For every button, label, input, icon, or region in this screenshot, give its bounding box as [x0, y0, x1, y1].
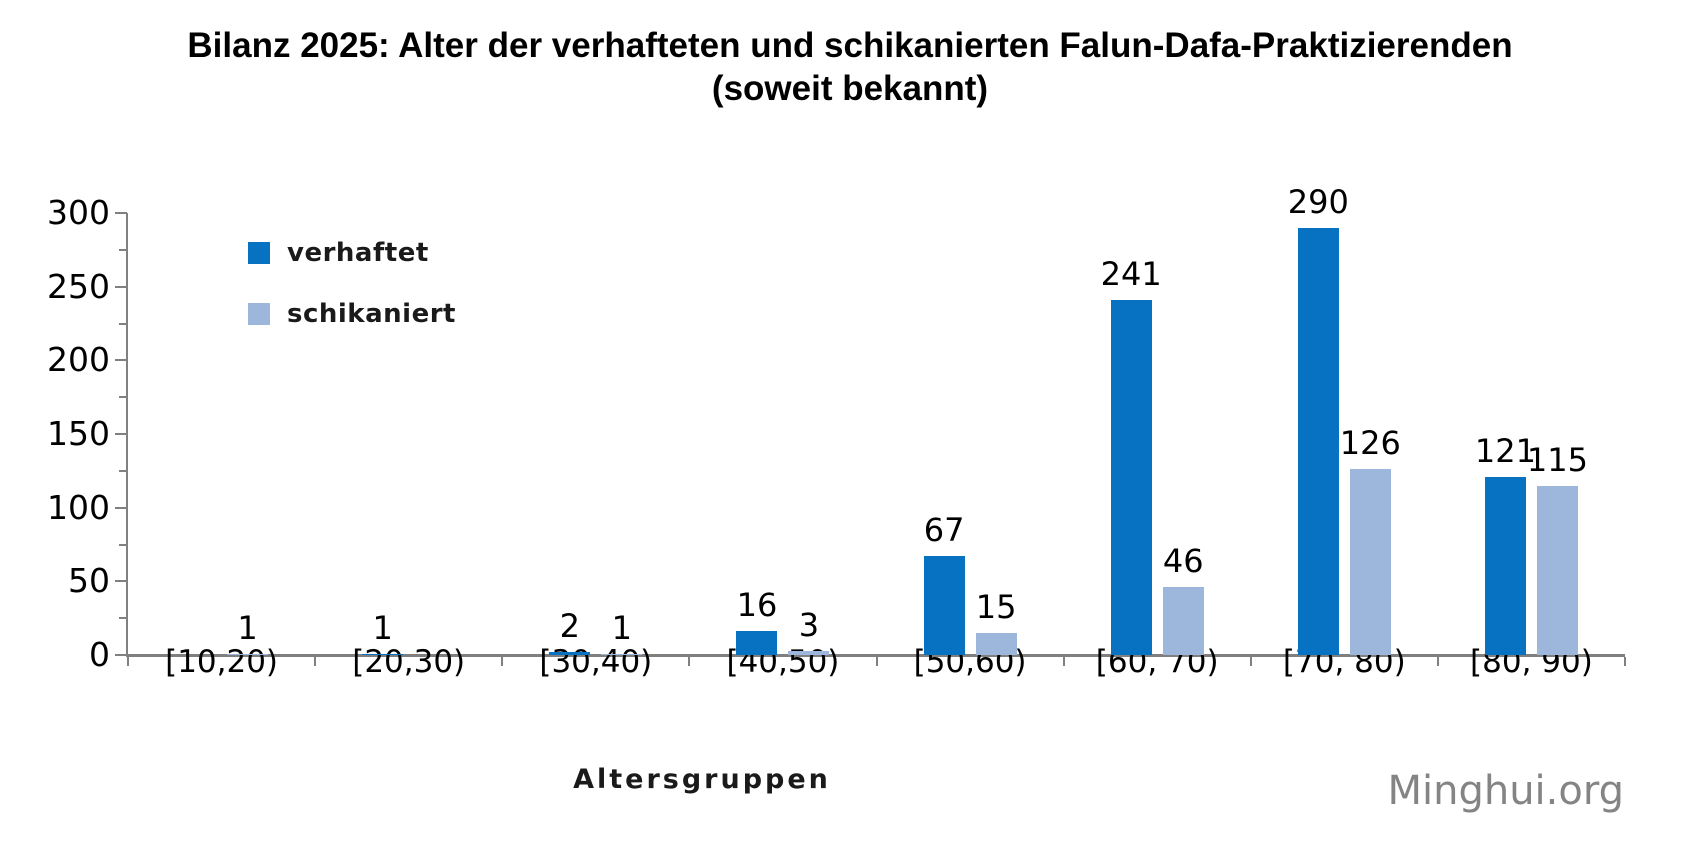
y-axis-tick-label: 100	[47, 487, 110, 527]
x-axis-tick	[875, 657, 878, 666]
x-axis-tick	[127, 657, 129, 666]
bar-value-label: 115	[1526, 440, 1588, 479]
bar-verhaftet	[362, 653, 404, 655]
bar-value-label: 67	[923, 511, 965, 550]
y-axis-tick-label: 0	[89, 635, 110, 674]
category-label: [30,40)	[539, 644, 653, 680]
legend-item-schikaniert: schikaniert	[248, 299, 456, 329]
bar-verhaftet	[736, 631, 778, 655]
y-axis-major-tick	[115, 506, 127, 509]
chart-title-block: Bilanz 2025: Alter der verhafteten und s…	[0, 24, 1700, 110]
bar-value-label: 290	[1287, 182, 1349, 221]
category-label: [20,30)	[352, 644, 466, 680]
bar-value-label: 1	[237, 608, 258, 647]
y-axis-major-tick	[115, 580, 127, 583]
bar-value-label: 121	[1474, 431, 1536, 470]
legend-item-verhaftet: verhaftet	[248, 238, 456, 268]
category-label: [50,60)	[913, 644, 1027, 680]
bar-schikaniert	[1349, 469, 1391, 655]
y-axis-minor-tick	[119, 322, 127, 325]
bar-schikaniert	[975, 632, 1017, 655]
legend: verhaftet schikaniert	[248, 238, 456, 360]
category-label: [80, 90)	[1470, 644, 1593, 680]
bar-value-label: 1	[611, 608, 632, 647]
bar-schikaniert	[788, 650, 830, 655]
x-axis-tick	[314, 657, 317, 666]
x-axis-line	[126, 654, 1625, 657]
category-label: [60, 70)	[1095, 644, 1219, 680]
y-axis-major-tick	[115, 433, 127, 435]
bar-value-label: 2	[559, 607, 580, 646]
category-label: [40,50)	[726, 644, 840, 680]
x-axis-tick	[501, 657, 504, 666]
bar-verhaftet	[549, 652, 591, 655]
bar-verhaftet	[1297, 227, 1339, 655]
x-axis-tick	[1249, 657, 1252, 666]
x-axis-tick	[1062, 657, 1065, 666]
x-axis-tick	[1436, 657, 1439, 666]
y-axis-tick-label: 200	[47, 340, 110, 380]
bar-verhaftet	[1110, 299, 1152, 655]
legend-label: verhaftet	[287, 238, 429, 268]
chart-subtitle: (soweit bekannt)	[711, 69, 989, 108]
y-axis-major-tick	[115, 654, 127, 656]
x-axis-tick	[688, 657, 691, 666]
y-axis-major-tick	[115, 212, 127, 214]
bar-value-label: 16	[736, 586, 778, 625]
minghui-watermark: Minghui.org	[1387, 768, 1624, 814]
bar-value-label: 15	[975, 587, 1017, 626]
legend-swatch	[248, 303, 270, 325]
legend-label: schikaniert	[287, 299, 456, 329]
bar-value-label: 1	[372, 608, 393, 647]
y-axis-minor-tick	[119, 396, 127, 399]
bar-value-label: 126	[1339, 424, 1401, 463]
x-axis-title: Altersgruppen	[573, 764, 831, 795]
x-axis-tick	[1624, 657, 1626, 666]
category-label: [10,20)	[165, 644, 279, 680]
legend-swatch	[248, 242, 270, 264]
y-axis-tick-label: 50	[68, 561, 110, 601]
bar-verhaftet	[923, 556, 965, 655]
y-axis-major-tick	[115, 285, 127, 288]
y-axis-minor-tick	[119, 543, 127, 546]
bar-schikaniert	[1162, 587, 1204, 655]
bar-schikaniert	[227, 653, 269, 655]
y-axis-minor-tick	[119, 248, 127, 251]
y-axis-tick-label: 150	[47, 414, 110, 453]
y-axis-minor-tick	[119, 469, 127, 472]
category-label: [70, 80)	[1282, 644, 1406, 680]
y-axis-major-tick	[115, 359, 127, 362]
y-axis-minor-tick	[119, 617, 127, 620]
y-axis-tick-label: 250	[47, 266, 110, 306]
bar-schikaniert	[1536, 485, 1578, 655]
bar-schikaniert	[601, 653, 643, 655]
y-axis-tick-label: 300	[47, 193, 110, 232]
bar-value-label: 3	[798, 605, 820, 644]
y-axis-line	[126, 213, 128, 655]
bar-verhaftet	[1484, 476, 1526, 655]
bar-value-label: 46	[1162, 542, 1204, 581]
chart-title: Bilanz 2025: Alter der verhafteten und s…	[187, 26, 1513, 65]
bar-value-label: 241	[1100, 254, 1162, 293]
